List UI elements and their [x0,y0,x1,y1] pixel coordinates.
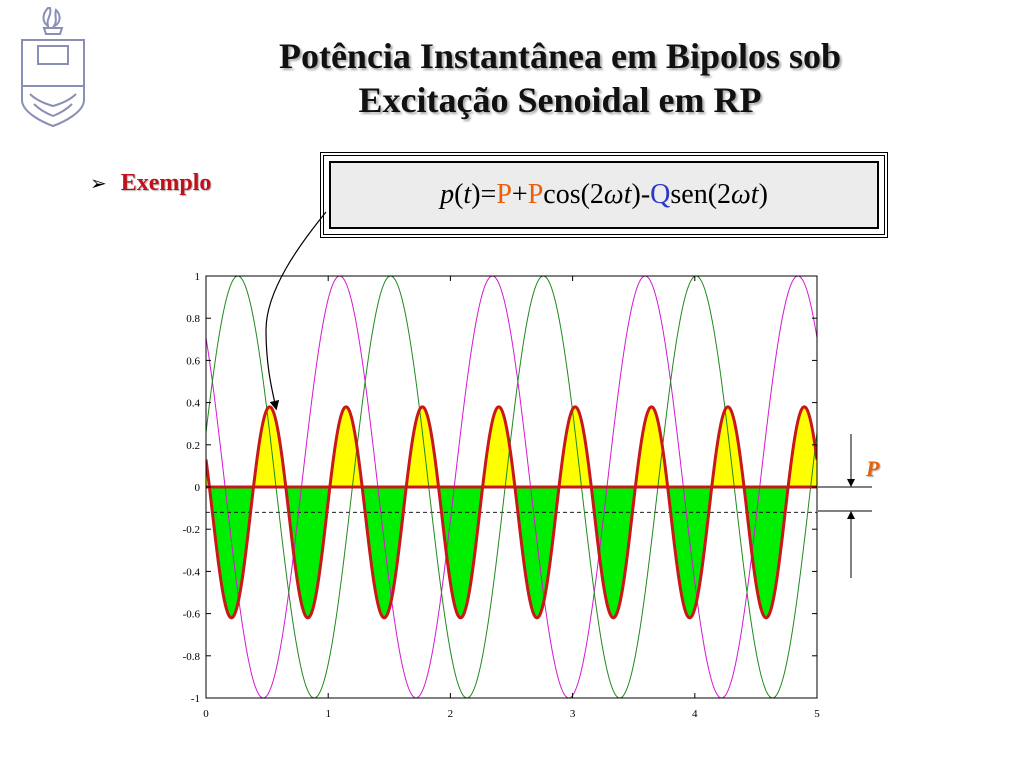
y-tick-label: -0.2 [183,524,200,536]
formula-cos: cos(2 [543,179,604,210]
positive-power-area-2 [253,406,286,487]
x-tick-label: 2 [448,708,454,720]
y-tick-label: 0.6 [186,355,200,367]
current-curve [206,276,817,698]
slide-title: Potência Instantânea em Bipolos sob Exci… [110,34,1010,122]
x-tick-label: 3 [570,708,576,720]
x-tick-label: 1 [325,708,331,720]
formula-sen-close: ) [758,179,768,210]
negative-power-area-13 [667,487,712,618]
negative-power-area-1 [209,487,254,618]
positive-power-area-14 [711,406,745,487]
negative-power-area-3 [285,487,330,618]
negative-power-area-5 [362,487,407,618]
negative-power-area-7 [438,487,483,618]
formula-P2: P [527,179,544,210]
y-tick-label: 1 [195,271,201,283]
y-tick-label: -0.8 [183,651,201,663]
y-tick-label: 0 [195,482,201,494]
x-tick-label: 0 [203,708,209,720]
negative-power-area-15 [744,487,789,618]
y-tick-label: 0.8 [186,313,200,325]
y-tick-label: -1 [191,693,200,705]
pointer-arrow [265,211,327,411]
y-tick-label: 0.4 [186,398,200,410]
positive-power-area-6 [406,406,439,487]
positive-power-area-10 [559,406,592,487]
x-tick-label: 4 [692,708,698,720]
arrow-bullet-icon: ➢ [90,171,107,195]
formula-cos-close: ) [631,179,641,210]
bullet-item: ➢ Exemplo [90,170,211,197]
formula-t: t [463,179,472,210]
university-logo [21,7,85,128]
formula-p: p [440,179,455,210]
formula-open: ( [454,179,464,210]
voltage-curve [206,276,817,698]
positive-power-area-16 [788,406,817,487]
formula-omega-t-2: ωt [731,179,759,210]
bullet-label: Exemplo [120,170,212,196]
mean-power-label: P [865,456,880,481]
y-tick-label: 0.2 [186,440,200,452]
y-tick-label: -0.6 [183,609,201,621]
title-line-1: Potência Instantânea em Bipolos sob [278,36,842,76]
formula-P1: P [496,179,512,210]
formula-Q: Q [650,179,671,210]
positive-power-area-12 [635,406,668,487]
formula-omega-t-1: ωt [603,179,632,210]
negative-power-area-11 [591,487,636,618]
formula-plus: + [511,179,528,210]
formula-eq: = [480,179,497,210]
positive-power-area-8 [482,406,515,487]
mean-power-marker [818,434,872,578]
x-tick-label: 5 [814,708,820,720]
power-curve [206,405,817,620]
formula-minus: - [640,179,651,210]
title-line-2: Excitação Senoidal em RP [358,80,762,120]
formula-close: ) [471,179,481,210]
negative-power-area-9 [514,487,559,618]
y-tick-label: -0.4 [183,566,201,578]
positive-power-area-4 [329,406,363,487]
formula-sen: sen(2 [670,179,732,210]
